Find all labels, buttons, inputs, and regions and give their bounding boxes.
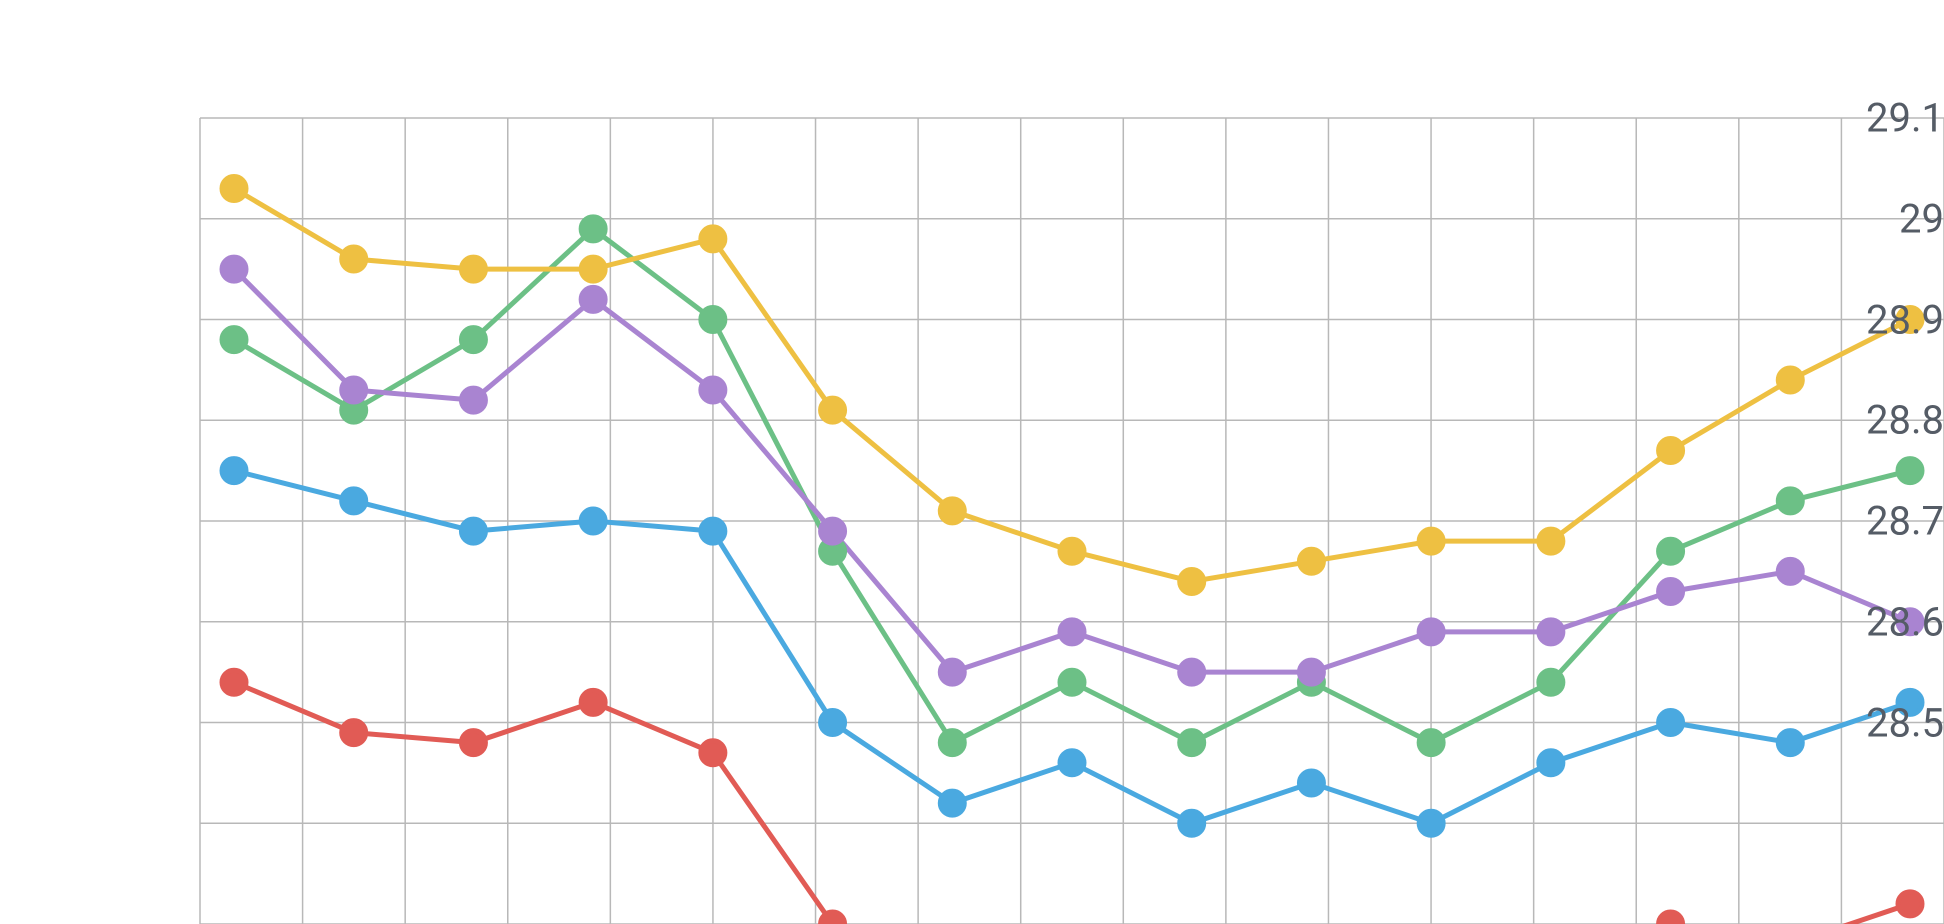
y-axis-tick-label: 28.9 (1772, 296, 1944, 343)
series-marker-yellow (1060, 539, 1084, 563)
series-marker-blue (1419, 811, 1443, 835)
series-marker-green (1539, 670, 1563, 694)
y-axis-tick-label: 29.1 (1772, 95, 1944, 142)
y-axis-tick-label: 28.6 (1772, 598, 1944, 645)
series-marker-yellow (1180, 569, 1204, 593)
series-marker-red (222, 670, 246, 694)
series-marker-green (461, 328, 485, 352)
series-marker-yellow (940, 499, 964, 523)
series-marker-green (1898, 459, 1922, 483)
series-marker-purple (461, 388, 485, 412)
series-line-yellow (234, 189, 1910, 582)
series-marker-yellow (701, 227, 725, 251)
series-marker-blue (1060, 751, 1084, 775)
grid (200, 118, 1944, 924)
series-marker-blue (342, 489, 366, 513)
series-marker-yellow (1419, 529, 1443, 553)
series-marker-purple (821, 519, 845, 543)
series-marker-blue (222, 459, 246, 483)
series-marker-green (1659, 539, 1683, 563)
series-marker-purple (1778, 559, 1802, 583)
series-marker-yellow (821, 398, 845, 422)
series-marker-blue (581, 509, 605, 533)
y-axis-tick-label: 28.7 (1772, 498, 1944, 545)
series-marker-green (581, 217, 605, 241)
series-marker-green (222, 328, 246, 352)
series-marker-yellow (581, 257, 605, 281)
series-marker-purple (1180, 660, 1204, 684)
series-marker-green (940, 731, 964, 755)
series-marker-red (821, 912, 845, 924)
y-axis-tick-label: 28.5 (1772, 699, 1944, 746)
series-marker-blue (821, 711, 845, 735)
y-axis-tick-label: 29 (1772, 195, 1944, 242)
series-marker-yellow (1778, 368, 1802, 392)
series-marker-green (1180, 731, 1204, 755)
series-marker-red (701, 741, 725, 765)
series-marker-purple (1060, 620, 1084, 644)
series-marker-yellow (1539, 529, 1563, 553)
series-marker-purple (1299, 660, 1323, 684)
series-marker-blue (1299, 771, 1323, 795)
series-marker-green (701, 308, 725, 332)
series-marker-blue (701, 519, 725, 543)
chart-svg (0, 0, 1944, 924)
series-marker-purple (1659, 580, 1683, 604)
series-marker-red (461, 731, 485, 755)
series-marker-red (581, 690, 605, 714)
series-marker-red (1898, 892, 1922, 916)
series-marker-purple (940, 660, 964, 684)
series-marker-red (342, 721, 366, 745)
series-marker-purple (342, 378, 366, 402)
series-marker-purple (1419, 620, 1443, 644)
series-marker-blue (1180, 811, 1204, 835)
series-marker-blue (461, 519, 485, 543)
series-marker-yellow (461, 257, 485, 281)
series-marker-yellow (1299, 549, 1323, 573)
series-marker-yellow (342, 247, 366, 271)
series-marker-green (1060, 670, 1084, 694)
series-marker-purple (222, 257, 246, 281)
series-marker-blue (1659, 711, 1683, 735)
series-marker-yellow (1659, 438, 1683, 462)
series-marker-purple (701, 378, 725, 402)
series-marker-purple (1539, 620, 1563, 644)
series-marker-green (1419, 731, 1443, 755)
series-marker-blue (940, 791, 964, 815)
series-marker-purple (581, 287, 605, 311)
y-axis-tick-label: 28.8 (1772, 397, 1944, 444)
series-marker-red (1659, 912, 1683, 924)
series-line-green (234, 229, 1910, 743)
line-chart: 29.1 29 28.9 28.8 28.7 28.6 28.5 (0, 0, 1944, 924)
series-marker-blue (1539, 751, 1563, 775)
series-marker-yellow (222, 177, 246, 201)
